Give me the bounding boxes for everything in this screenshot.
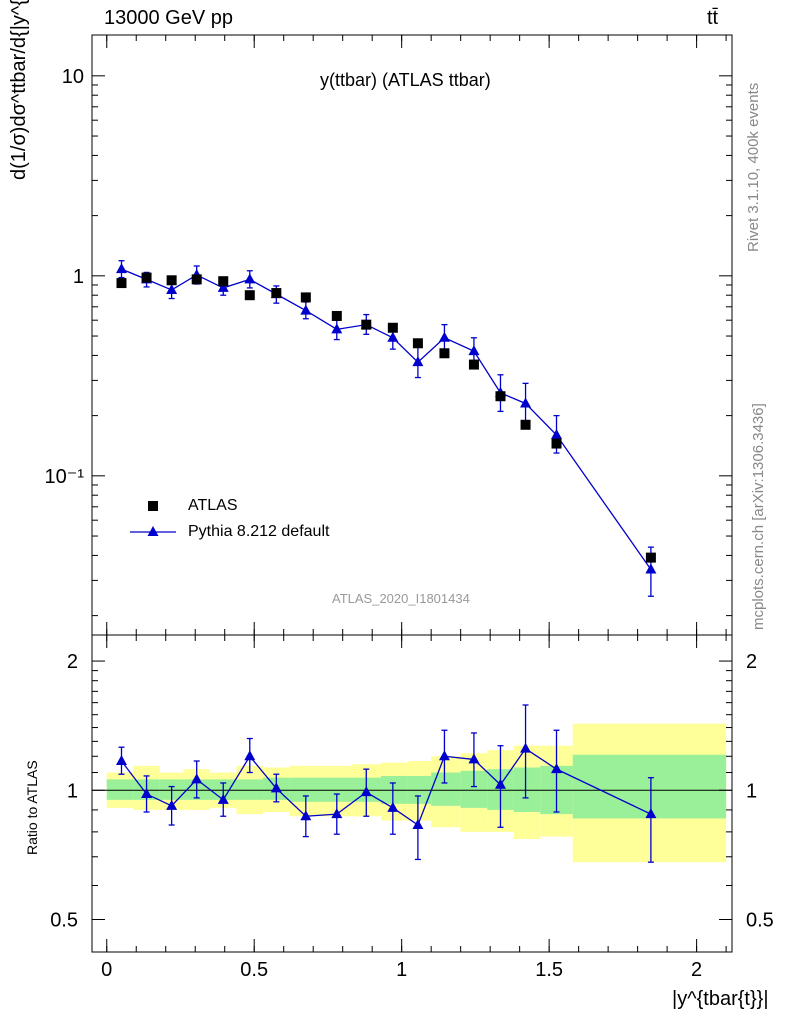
x-axis-label: |y^{tbar{t}}|	[672, 988, 769, 1010]
ratio-point	[191, 773, 203, 784]
x-tick-label: 2	[691, 959, 702, 981]
rivet-version-label: Rivet 3.1.10, 400k events	[745, 82, 762, 252]
process-label: tt̄	[707, 7, 719, 29]
pythia-point	[468, 345, 480, 356]
pythia-point	[331, 323, 343, 334]
pythia-point	[412, 356, 424, 367]
ratio-plot-frame	[91, 634, 733, 953]
ratio-y-tick-label-left: 0.5	[50, 909, 78, 931]
atlas-point	[218, 276, 229, 287]
x-tick-label: 1	[396, 959, 407, 981]
ratio-y-axis-label: Ratio to ATLAS	[24, 760, 40, 855]
atlas-point	[551, 438, 562, 449]
ratio-point	[331, 808, 343, 819]
ratio-point	[166, 799, 178, 810]
pythia-point	[520, 397, 532, 408]
mcplots-label: mcplots.cern.ch [arXiv:1306.3436]	[750, 403, 767, 630]
ratio-series-line	[120, 747, 652, 827]
ratio-point	[494, 778, 506, 789]
atlas-point	[412, 338, 423, 349]
ratio-point	[244, 750, 256, 761]
atlas-point	[271, 288, 282, 299]
pythia-point	[217, 281, 229, 292]
main-plot-title: y(ttbar) (ATLAS ttbar)	[320, 70, 491, 90]
legend-pythia-label: Pythia 8.212 default	[188, 523, 330, 540]
atlas-point	[520, 419, 531, 430]
ratio-y-tick-label-left: 2	[67, 651, 78, 673]
pythia-point	[645, 563, 657, 574]
legend-pythia-marker	[147, 526, 159, 536]
legend-atlas-label: ATLAS	[188, 497, 238, 514]
energy-label: 13000 GeV pp	[104, 7, 233, 29]
ratio-point	[468, 753, 480, 764]
ratio-y-tick-label-right: 1	[746, 780, 757, 802]
ratio-point	[360, 786, 372, 797]
x-tick-label: 0.5	[240, 959, 268, 981]
atlas-point	[244, 290, 255, 301]
main-plot-frame	[91, 34, 733, 636]
main-y-axis-label: d(1/σ)dσ^ttbar/d{|y^{tbar{t}}|}	[8, 0, 30, 180]
pythia-point	[551, 429, 563, 439]
atlas-point	[361, 319, 372, 330]
ratio-point	[387, 801, 399, 812]
atlas-point	[645, 552, 656, 563]
ratio-point	[438, 750, 450, 761]
ratio-point	[551, 763, 563, 774]
pythia-point	[115, 263, 127, 274]
atlas-point	[468, 359, 479, 370]
pythia-point	[300, 304, 312, 315]
ratio-point	[217, 793, 229, 804]
ratio-band-inner	[572, 754, 727, 819]
ratio-band-inner	[236, 779, 264, 800]
atlas-point	[495, 391, 506, 402]
x-tick-label: 0	[101, 959, 112, 981]
atlas-point	[439, 348, 450, 359]
ratio-point	[412, 819, 424, 830]
atlas-point	[387, 322, 398, 333]
legend-atlas-marker	[148, 501, 158, 511]
ratio-point	[115, 755, 127, 766]
ratio-band-inner	[513, 767, 541, 813]
pythia-point	[166, 283, 178, 294]
ratio-y-tick-label-left: 1	[67, 780, 78, 802]
ratio-y-tick-label-right: 2	[746, 651, 757, 673]
analysis-watermark: ATLAS_2020_I1801434	[332, 591, 470, 606]
pythia-point	[438, 331, 450, 342]
main-y-tick-label: 10⁻¹	[45, 466, 85, 488]
ratio-point	[300, 810, 312, 821]
main-y-tick-label: 1	[73, 266, 84, 288]
atlas-point	[191, 274, 202, 285]
ratio-band-inner	[106, 779, 134, 800]
x-tick-label: 1.5	[535, 959, 563, 981]
ratio-y-tick-label-right: 0.5	[746, 909, 774, 931]
ratio-point	[520, 742, 532, 753]
pythia-point	[387, 331, 399, 342]
atlas-point	[331, 310, 342, 321]
atlas-point	[166, 275, 177, 286]
atlas-point	[141, 272, 152, 283]
atlas-point	[116, 278, 127, 289]
ratio-point	[270, 782, 282, 793]
pythia-point	[244, 273, 256, 284]
main-y-tick-label: 10	[62, 66, 84, 88]
ratio-point	[645, 808, 657, 819]
ratio-point	[141, 788, 153, 799]
atlas-point	[300, 292, 311, 303]
